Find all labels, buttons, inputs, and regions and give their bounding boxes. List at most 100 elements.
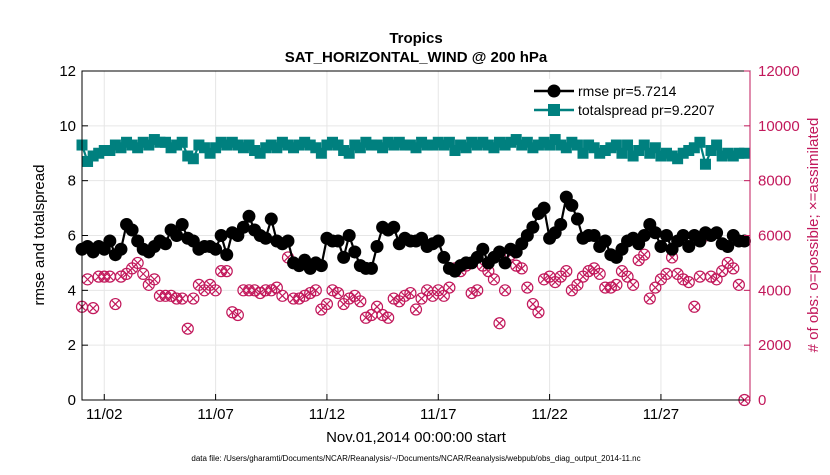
totalspread-point [182,150,194,162]
obs-marker-circle [610,278,623,291]
totalspread-point [137,136,149,148]
totalspread-point [98,145,110,157]
totalspread-point [154,136,166,148]
totalspread-point [171,139,183,151]
obs-marker-cross [233,311,242,319]
obs-marker-circle [254,286,267,300]
obs-assimilated-point [521,281,534,294]
obs-assimilated-point [526,297,540,311]
obs-marker-circle [304,286,317,300]
obs-marker-cross [267,286,276,295]
obs-assimilated-point [643,292,656,305]
obs-marker-cross [517,264,526,273]
obs-assimilated-point [370,300,384,313]
rmse-point [159,237,172,251]
rmse-point [314,259,328,273]
totalspread-point [616,147,628,159]
totalspread-point [733,147,745,159]
totalspread-point [571,139,583,151]
totalspread-point [254,147,266,159]
x-tick-label: 11/22 [531,406,567,423]
obs-assimilated-point [87,302,100,315]
obs-marker-cross [311,286,320,295]
obs-marker-circle [521,281,534,294]
obs-marker-cross [534,308,543,317]
obs-marker-circle [532,306,545,319]
legend-totalspread-label: totalspread pr=9.2207 [578,102,715,118]
y-tick-label: 10 [59,118,76,135]
obs-assimilated-point [493,317,506,330]
rmse-point [682,239,696,253]
rmse-point [498,256,512,270]
obs-assimilated-point [320,297,334,311]
obs-marker-cross [412,305,420,314]
obs-marker-circle [593,267,606,280]
rmse-point [565,198,579,212]
obs-marker-cross [573,280,582,289]
obs-marker-circle [415,292,428,305]
totalspread-point [176,136,188,148]
totalspread-point [165,142,177,154]
totalspread-point [232,139,244,151]
rmse-point [331,234,345,248]
obs-assimilated-point [131,256,144,270]
totalspread-point [126,139,138,151]
totalspread-point [633,145,645,157]
totalspread-point [210,142,222,154]
y2-axis-label: # of obs: o=possible; ×=assimilated [805,118,822,353]
totalspread-point [104,145,116,157]
rmse-point [214,229,228,242]
totalspread-point [622,139,634,151]
totalspread-point [288,142,300,154]
totalspread-point [82,155,94,167]
rmse-point [103,234,117,248]
data-file-footer: data file: /Users/gharamti/Documents/NCA… [191,454,640,463]
obs-marker-cross [528,300,537,308]
totalspread-point [354,142,366,154]
totalspread-point [93,147,105,159]
totalspread-point [482,139,494,151]
obs-marker-cross [640,250,649,259]
y-tick-label: 12 [59,63,76,80]
axes: 0 2 4 6 8 10 12 0 2000 4000 6000 8000 10000 12000 11/0… [59,63,799,423]
rmse-point [114,242,128,256]
totalspread-point [249,145,261,157]
obs-marker-cross [623,272,632,281]
rmse-point [364,261,378,275]
obs-marker-circle [226,306,239,319]
totalspread-point [87,150,99,162]
obs-marker-circle [148,273,161,286]
obs-marker-cross [473,286,482,295]
obs-marker-cross [651,283,660,292]
obs-marker-cross [645,294,654,303]
obs-marker-circle [515,262,528,275]
totalspread-point [672,153,684,165]
obs-marker-cross [629,280,638,289]
totalspread-point [666,150,678,162]
totalspread-point [321,139,333,151]
obs-marker-circle [638,248,651,261]
obs-marker-circle [404,286,417,300]
obs-assimilated-point [532,306,545,319]
obs-assimilated-point [682,276,695,289]
obs-marker-cross [606,283,615,292]
totalspread-point [661,147,672,159]
obs-marker-cross [183,324,192,333]
totalspread-point [109,139,121,151]
obs-marker-circle [727,262,740,275]
rmse-point [570,212,584,226]
totalspread-point [599,145,611,157]
obs-marker-cross [545,272,554,281]
obs-assimilated-point [209,284,222,297]
obs-marker-cross [501,286,509,295]
rmse-point [476,242,490,256]
totalspread-point [521,136,533,148]
totalspread-point [382,136,394,148]
totalspread-point [332,139,344,151]
obs-marker-cross [712,275,721,284]
obs-marker-circle [626,278,640,291]
obs-assimilated-point [415,292,428,305]
legend-rmse-label: rmse pr=5.7214 [578,83,677,99]
legend-rmse-marker [547,84,561,98]
